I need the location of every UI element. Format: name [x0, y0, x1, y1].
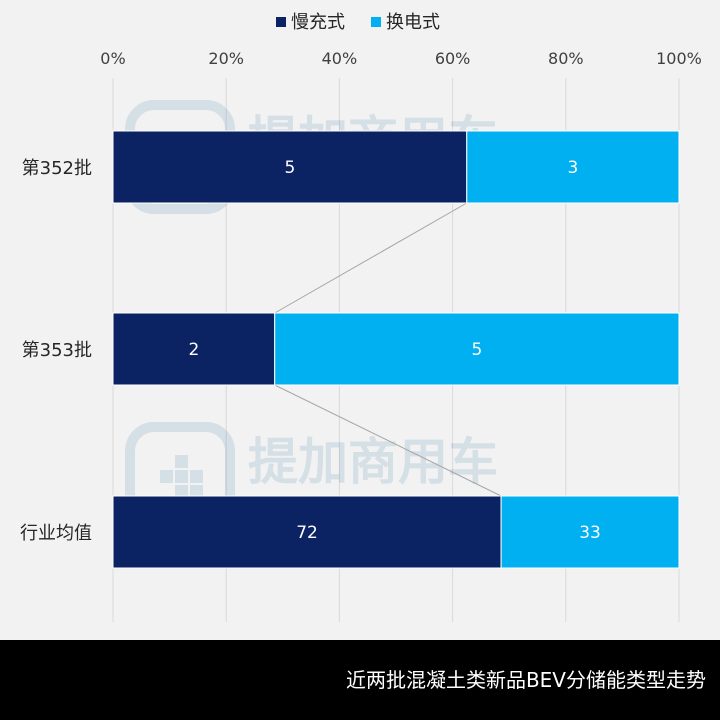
bar-slow-charge[interactable]: [112, 130, 468, 204]
category-label: 行业均值: [20, 523, 92, 544]
x-tick-label: 100%: [656, 49, 702, 68]
watermark-logo-square: [190, 485, 203, 498]
legend-label: 慢充式: [291, 12, 345, 33]
legend-swatch: [276, 17, 286, 27]
footer-bar: 近两批混凝土类新品BEV分储能类型走势: [0, 640, 720, 720]
connector-line: [274, 202, 467, 314]
bar-slow-charge[interactable]: [112, 495, 502, 569]
bars: [112, 130, 680, 569]
x-tick-label: 80%: [548, 49, 584, 68]
data-label: 5: [284, 158, 295, 178]
x-axis-ticks: 0% 20% 40% 60% 80% 100%: [100, 49, 702, 68]
data-labels: 5 3 2 5 72 33: [188, 158, 600, 543]
data-label: 5: [471, 340, 482, 360]
bar-battery-swap[interactable]: [466, 130, 680, 204]
connector-line: [274, 384, 502, 497]
bar-slow-charge[interactable]: [112, 312, 276, 386]
legend-swatch: [371, 17, 381, 27]
x-tick-label: 0%: [100, 49, 125, 68]
data-label: 3: [567, 158, 578, 178]
watermark-logo-square: [175, 470, 188, 483]
watermark-logo-square: [175, 455, 188, 468]
category-label: 第352批: [22, 158, 92, 179]
watermark-logo-square: [160, 470, 173, 483]
bar-battery-swap[interactable]: [500, 495, 680, 569]
chart-area: 0%20%40%60%80%100% 提加商用车TruckPlus CVs提加商…: [20, 12, 702, 622]
watermark-brand: 提加商用车: [248, 433, 498, 491]
data-label: 72: [296, 523, 318, 543]
stacked-bar-chart: 0%20%40%60%80%100% 提加商用车TruckPlus CVs提加商…: [20, 12, 702, 622]
watermark-logo-square: [175, 485, 188, 498]
legend: 慢充式 换电式: [276, 12, 440, 33]
legend-label: 换电式: [386, 12, 440, 33]
bar-battery-swap[interactable]: [274, 312, 680, 386]
x-tick-label: 40%: [322, 49, 358, 68]
connector-lines: [274, 202, 502, 497]
footer-caption: 近两批混凝土类新品BEV分储能类型走势: [345, 668, 706, 692]
x-tick-label: 60%: [435, 49, 471, 68]
watermark-logo-square: [190, 470, 203, 483]
data-label: 33: [579, 523, 601, 543]
x-tick-label: 20%: [208, 49, 244, 68]
data-label: 2: [188, 340, 199, 360]
category-label: 第353批: [22, 340, 92, 361]
